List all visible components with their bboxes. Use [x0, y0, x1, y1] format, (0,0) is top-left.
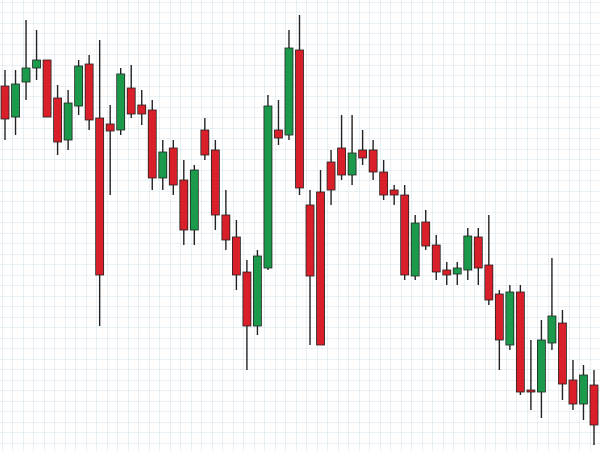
- candle-body: [337, 147, 346, 176]
- candle-body: [515, 291, 525, 393]
- candle-body: [494, 293, 504, 341]
- candle-body: [242, 271, 252, 327]
- candle-body: [400, 194, 410, 276]
- candle-body: [63, 102, 73, 141]
- candle-body: [105, 123, 115, 132]
- candle-body: [11, 83, 20, 118]
- candle-body: [137, 104, 147, 115]
- candle-body: [32, 59, 41, 69]
- candle-body: [579, 374, 588, 405]
- candle-body: [589, 384, 599, 426]
- candle-body: [547, 315, 557, 344]
- candle-body: [168, 147, 178, 186]
- candle-body: [452, 267, 462, 275]
- candle-body: [463, 235, 473, 271]
- candle-body: [284, 47, 294, 136]
- candle-body: [21, 67, 31, 83]
- candle-body: [473, 236, 483, 269]
- candle-body: [442, 269, 452, 276]
- candle-body: [389, 189, 399, 196]
- candle-body: [231, 236, 241, 276]
- candle-body: [379, 171, 389, 196]
- candle-body: [358, 149, 368, 159]
- candle-body: [295, 49, 304, 189]
- candle-body: [0, 85, 10, 120]
- plot: [0, 15, 599, 445]
- candle-body: [421, 221, 431, 247]
- candle-body: [189, 169, 199, 231]
- candle-body: [95, 117, 105, 276]
- candle-body: [505, 291, 515, 346]
- candle-body: [116, 73, 126, 131]
- candle-body: [221, 214, 231, 241]
- candle-body: [179, 179, 189, 231]
- candle-body: [274, 129, 283, 139]
- candle-body: [326, 161, 336, 191]
- candle-body: [431, 244, 441, 273]
- candle-body: [84, 63, 94, 121]
- candle-body: [263, 105, 273, 269]
- candle-body: [53, 97, 62, 143]
- candle-body: [200, 129, 210, 156]
- candle-body: [158, 151, 168, 179]
- candle-body: [74, 65, 84, 107]
- candle-body: [537, 339, 546, 393]
- candle-body: [368, 149, 378, 173]
- candle-body: [410, 222, 420, 277]
- candle-body: [253, 255, 262, 327]
- candle-body: [558, 322, 567, 385]
- candle-body: [305, 204, 315, 277]
- candle-body: [42, 59, 52, 118]
- candle-body: [526, 389, 536, 393]
- candle-body: [126, 87, 136, 115]
- candle-body: [210, 149, 220, 216]
- candle-body: [484, 264, 494, 301]
- candle-body: [147, 109, 157, 179]
- candle-body: [568, 379, 578, 405]
- candle-body: [316, 191, 325, 346]
- candle-body: [347, 152, 357, 176]
